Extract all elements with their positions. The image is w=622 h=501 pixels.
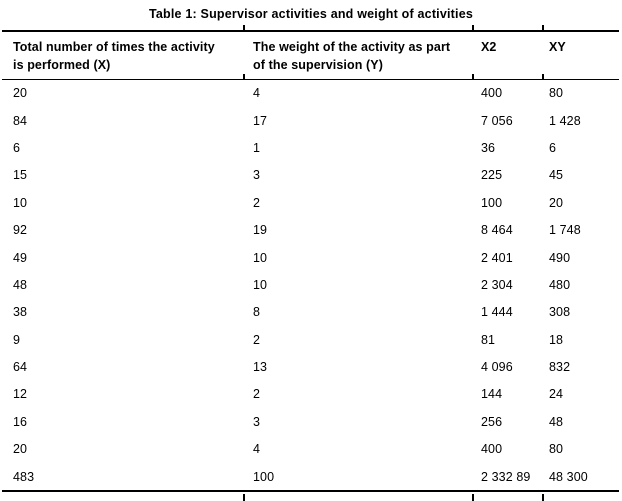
table-row: 20 4 400 80 — [2, 436, 619, 463]
table-row: 49 10 2 401 490 — [2, 244, 619, 271]
column-border-tick — [243, 25, 245, 30]
table-cell: 18 — [549, 332, 564, 347]
table-cell: 2 — [253, 332, 261, 347]
table-cell: 1 748 — [549, 223, 581, 238]
col-header-label: X2 — [481, 40, 497, 54]
table-cell: 100 — [253, 469, 275, 484]
table-row: 84 17 7 056 1 428 — [2, 107, 619, 134]
table-cell: 64 — [13, 360, 28, 375]
table-cell: 225 — [481, 168, 503, 183]
col-header-label: The weight of the activity as part of th… — [253, 40, 451, 72]
table-cell: 84 — [13, 113, 28, 128]
table-cell: 12 — [13, 387, 28, 402]
table-row: 9 2 81 18 — [2, 326, 619, 353]
table-cell: 2 332 89 — [481, 469, 531, 484]
table-cell: 20 — [13, 442, 28, 457]
table-row: 48 10 2 304 480 — [2, 271, 619, 298]
table-cell: 4 — [253, 442, 261, 457]
col-header-label: Total number of times the activity is pe… — [13, 40, 215, 72]
table-cell: 308 — [549, 305, 571, 320]
table-row: 20 4 400 80 — [2, 79, 619, 107]
table-cell: 832 — [549, 360, 571, 375]
table-cell: 1 — [253, 140, 261, 155]
table-cell: 8 — [253, 305, 261, 320]
column-border-tick — [472, 74, 474, 79]
table-cell: 144 — [481, 387, 503, 402]
col-header-weight-y: The weight of the activity as part of th… — [244, 31, 473, 80]
table-cell: 1 428 — [549, 113, 581, 128]
table-row: 92 19 8 464 1 748 — [2, 216, 619, 243]
table-cell: 19 — [253, 223, 268, 238]
col-header-times-performed-x: Total number of times the activity is pe… — [2, 31, 244, 80]
table-cell: 80 — [549, 442, 564, 457]
table-cell: 81 — [481, 332, 496, 347]
table-cell: 4 — [253, 86, 261, 101]
table-cell: 80 — [549, 86, 564, 101]
table-cell: 2 304 — [481, 277, 513, 292]
table-cell: 16 — [13, 414, 28, 429]
table-cell: 48 — [13, 277, 28, 292]
table-cell: 2 — [253, 195, 261, 210]
table-cell: 10 — [13, 195, 28, 210]
table-row: 16 3 256 48 — [2, 408, 619, 435]
table-cell: 36 — [481, 140, 496, 155]
table-cell: 1 444 — [481, 305, 513, 320]
table-cell: 38 — [13, 305, 28, 320]
table-cell: 92 — [13, 223, 28, 238]
table-header: Total number of times the activity is pe… — [2, 31, 619, 80]
table-cell: 3 — [253, 414, 261, 429]
activities-table: Total number of times the activity is pe… — [2, 30, 619, 493]
table-cell: 7 056 — [481, 113, 513, 128]
table-cell: 6 — [549, 140, 557, 155]
table-cell: 10 — [253, 277, 268, 292]
col-header-x2: X2 — [473, 31, 543, 80]
column-border-tick — [542, 74, 544, 79]
table-cell: 6 — [13, 140, 21, 155]
column-border-tick — [243, 74, 245, 79]
table-cell: 490 — [549, 250, 571, 265]
table-cell: 480 — [549, 277, 571, 292]
column-border-tick — [472, 25, 474, 30]
table-cell: 45 — [549, 168, 564, 183]
col-header-xy: XY — [543, 31, 619, 80]
table-row: 64 13 4 096 832 — [2, 353, 619, 380]
table-cell: 20 — [549, 195, 564, 210]
table-body: 20 4 400 80 84 17 7 056 1 428 6 1 36 6 15 3 225 45 10 2 10… — [2, 79, 619, 491]
header-row: Total number of times the activity is pe… — [2, 31, 619, 80]
table-cell: 9 — [13, 332, 21, 347]
column-border-tick — [472, 494, 474, 501]
table-row: 38 8 1 444 308 — [2, 299, 619, 326]
table-cell: 48 — [549, 414, 564, 429]
table-cell: 3 — [253, 168, 261, 183]
table-cell: 2 401 — [481, 250, 513, 265]
table-row: 15 3 225 45 — [2, 162, 619, 189]
table-cell: 49 — [13, 250, 28, 265]
table-caption: Table 1: Supervisor activities and weigh… — [148, 7, 474, 21]
table-cell: 17 — [253, 113, 268, 128]
table-cell: 256 — [481, 414, 503, 429]
table-cell: 400 — [481, 442, 503, 457]
table-cell: 24 — [549, 387, 564, 402]
table-cell: 483 — [13, 469, 35, 484]
table-cell: 48 300 — [549, 469, 588, 484]
table-row: 6 1 36 6 — [2, 134, 619, 161]
table-cell: 400 — [481, 86, 503, 101]
table-cell: 2 — [253, 387, 261, 402]
table-row: 483 100 2 332 89 48 300 — [2, 463, 619, 491]
column-border-tick — [243, 494, 245, 501]
table-cell: 4 096 — [481, 360, 513, 375]
col-header-label: XY — [549, 40, 566, 54]
table-cell: 100 — [481, 195, 503, 210]
table-cell: 8 464 — [481, 223, 513, 238]
table-cell: 20 — [13, 86, 28, 101]
table-cell: 10 — [253, 250, 268, 265]
table-row: 10 2 100 20 — [2, 189, 619, 216]
column-border-tick — [542, 494, 544, 501]
table-cell: 15 — [13, 168, 28, 183]
table-cell: 13 — [253, 360, 268, 375]
column-border-tick — [542, 25, 544, 30]
table-row: 12 2 144 24 — [2, 381, 619, 408]
